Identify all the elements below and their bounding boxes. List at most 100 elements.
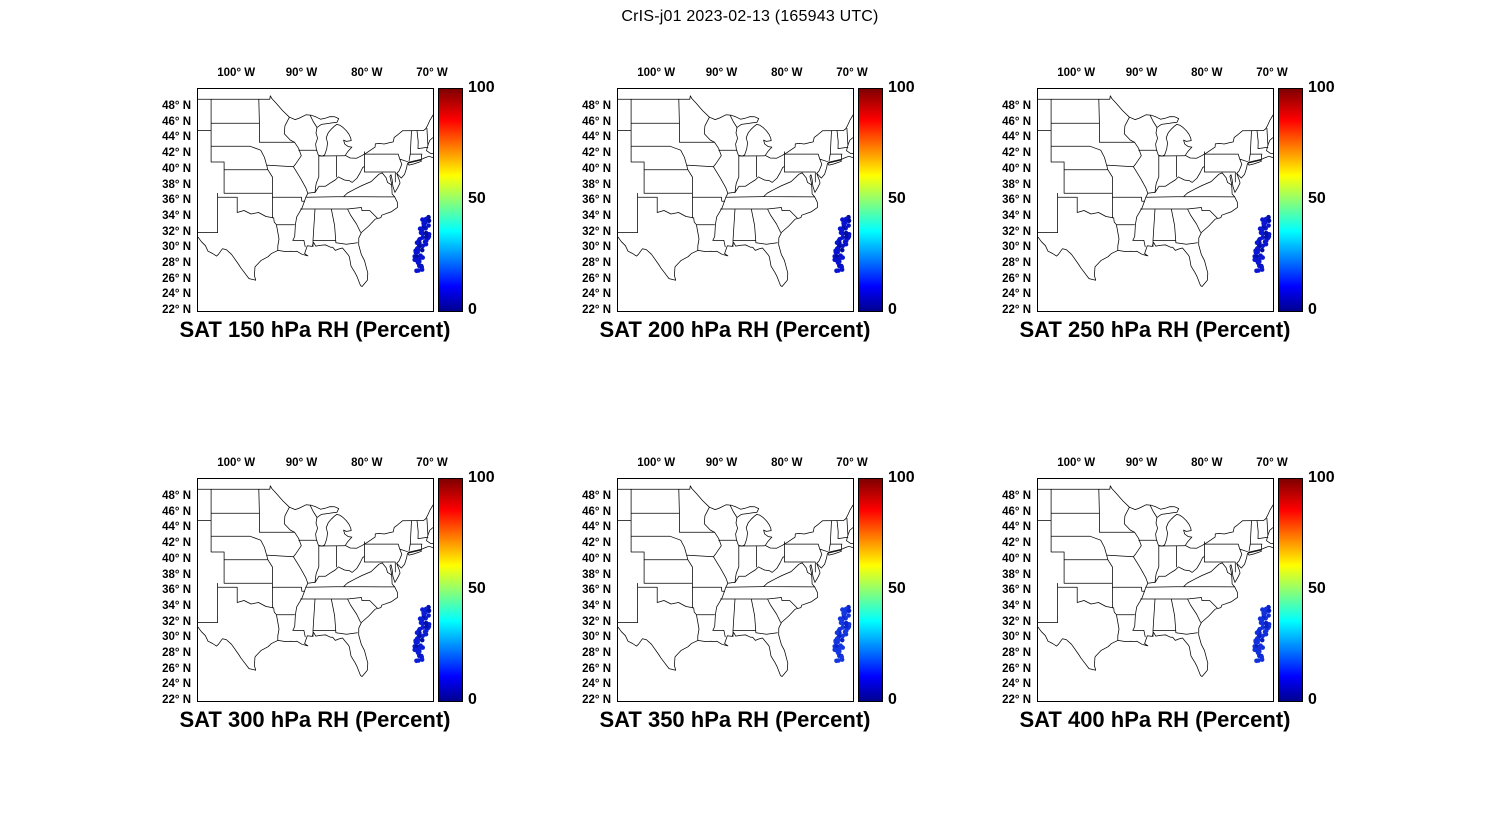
swath-dot <box>420 255 425 260</box>
us-states-map <box>198 485 433 677</box>
swath-dot <box>417 236 422 242</box>
swath-dot <box>1266 608 1272 613</box>
lat-tick-label: 32° N <box>582 225 611 238</box>
swath-dot <box>418 620 424 626</box>
swath-dot <box>420 243 425 249</box>
swath-dot <box>1252 257 1257 262</box>
lat-tick-label: 46° N <box>162 505 191 518</box>
lat-tick-label: 38° N <box>162 568 191 581</box>
swath-dot <box>834 240 840 245</box>
swath-dot <box>839 637 845 643</box>
swath-dot <box>1263 620 1269 626</box>
swath-dot <box>1257 236 1262 242</box>
lat-tick-label: 42° N <box>162 147 191 159</box>
swath-dot <box>1264 624 1269 630</box>
swath-dot <box>837 626 842 632</box>
swath-dot <box>419 267 425 272</box>
us-states-map <box>618 95 853 287</box>
swath-dot <box>1259 267 1265 272</box>
swath-dot <box>837 236 842 242</box>
lat-tick-label: 36° N <box>1002 194 1031 207</box>
satellite-swath-points <box>1252 604 1272 664</box>
lat-tick-label: 40° N <box>162 552 191 565</box>
swath-dot <box>840 243 845 249</box>
map-plot-area <box>197 88 434 312</box>
swath-dot <box>423 620 429 626</box>
panel-title: SAT 300 hPa RH (Percent) <box>179 707 451 732</box>
swath-dot <box>1257 626 1262 632</box>
lat-tick-label: 36° N <box>162 584 191 597</box>
colorbar-tick-label: 50 <box>888 580 906 597</box>
lat-tick-label: 42° N <box>1002 537 1031 549</box>
map-panel: 100° W 90° W 80° W 70° W 48° N 46° N 44° N 42°… <box>985 446 1345 741</box>
swath-dot <box>846 613 851 618</box>
us-states-map <box>618 485 853 677</box>
lon-tick-label: 70° W <box>836 457 868 469</box>
swath-dot <box>844 628 849 633</box>
lon-tick-label: 100° W <box>637 457 676 469</box>
lon-tick-label: 100° W <box>1057 67 1096 79</box>
lat-tick-label: 42° N <box>1002 147 1031 159</box>
swath-dot <box>844 234 849 240</box>
swath-dot <box>1252 647 1257 652</box>
us-states-map <box>1038 95 1273 287</box>
swath-dot <box>414 658 419 664</box>
lat-tick-label: 38° N <box>162 178 191 191</box>
lat-tick-label: 48° N <box>1002 100 1031 112</box>
lon-tick-label: 70° W <box>416 67 448 79</box>
swath-dot <box>832 647 837 652</box>
swath-dot <box>414 630 420 635</box>
lat-tick-label: 44° N <box>162 521 191 534</box>
colorbar-tick-label: 50 <box>1308 190 1326 207</box>
lat-tick-label: 30° N <box>582 241 611 254</box>
swath-dot <box>835 249 840 255</box>
swath-dot <box>1264 234 1269 240</box>
swath-dot <box>1264 238 1269 243</box>
swath-dot <box>834 268 839 274</box>
lat-tick-label: 30° N <box>582 631 611 644</box>
lat-tick-label: 32° N <box>162 225 191 238</box>
swath-dot <box>424 234 429 240</box>
swath-dot <box>419 657 425 662</box>
colorbar <box>858 88 883 312</box>
swath-dot <box>423 230 429 236</box>
lat-tick-label: 48° N <box>1002 490 1031 502</box>
lat-tick-label: 42° N <box>582 147 611 159</box>
swath-dot <box>1260 633 1265 639</box>
swath-dot <box>1260 607 1265 612</box>
lat-tick-label: 34° N <box>1002 209 1031 222</box>
lon-tick-label: 100° W <box>217 67 256 79</box>
lat-tick-label: 22° N <box>582 694 611 706</box>
colorbar-tick-label: 0 <box>888 691 897 708</box>
lon-tick-label: 70° W <box>416 457 448 469</box>
swath-dot <box>838 620 844 626</box>
swath-dot <box>1258 620 1264 626</box>
swath-dot <box>1260 243 1265 249</box>
lat-tick-label: 24° N <box>582 678 611 691</box>
state-boundaries <box>1038 95 1273 287</box>
lat-tick-label: 22° N <box>162 694 191 706</box>
swath-dot <box>415 639 420 645</box>
map-panel: 100° W 90° W 80° W 70° W 48° N 46° N 44° N 42°… <box>565 56 925 351</box>
swath-dot <box>834 658 839 664</box>
swath-dot <box>420 607 425 612</box>
swath-dot <box>834 630 840 635</box>
satellite-swath-points <box>832 214 852 274</box>
lat-tick-label: 44° N <box>582 521 611 534</box>
lat-tick-label: 36° N <box>1002 584 1031 597</box>
colorbar-tick-label: 100 <box>1308 469 1335 486</box>
colorbar-tick-label: 100 <box>468 469 495 486</box>
swath-dot <box>832 257 837 262</box>
us-states-map <box>198 95 433 287</box>
swath-dot <box>840 255 845 260</box>
swath-dot <box>1266 218 1272 223</box>
swath-dot <box>420 633 425 639</box>
lat-tick-label: 22° N <box>1002 304 1031 316</box>
lat-tick-label: 34° N <box>582 599 611 612</box>
lat-tick-label: 34° N <box>1002 599 1031 612</box>
swath-dot <box>412 257 417 262</box>
colorbar-tick-label: 0 <box>1308 691 1317 708</box>
lat-tick-label: 48° N <box>582 100 611 112</box>
colorbar-tick-label: 50 <box>468 580 486 597</box>
swath-dot <box>846 608 852 613</box>
